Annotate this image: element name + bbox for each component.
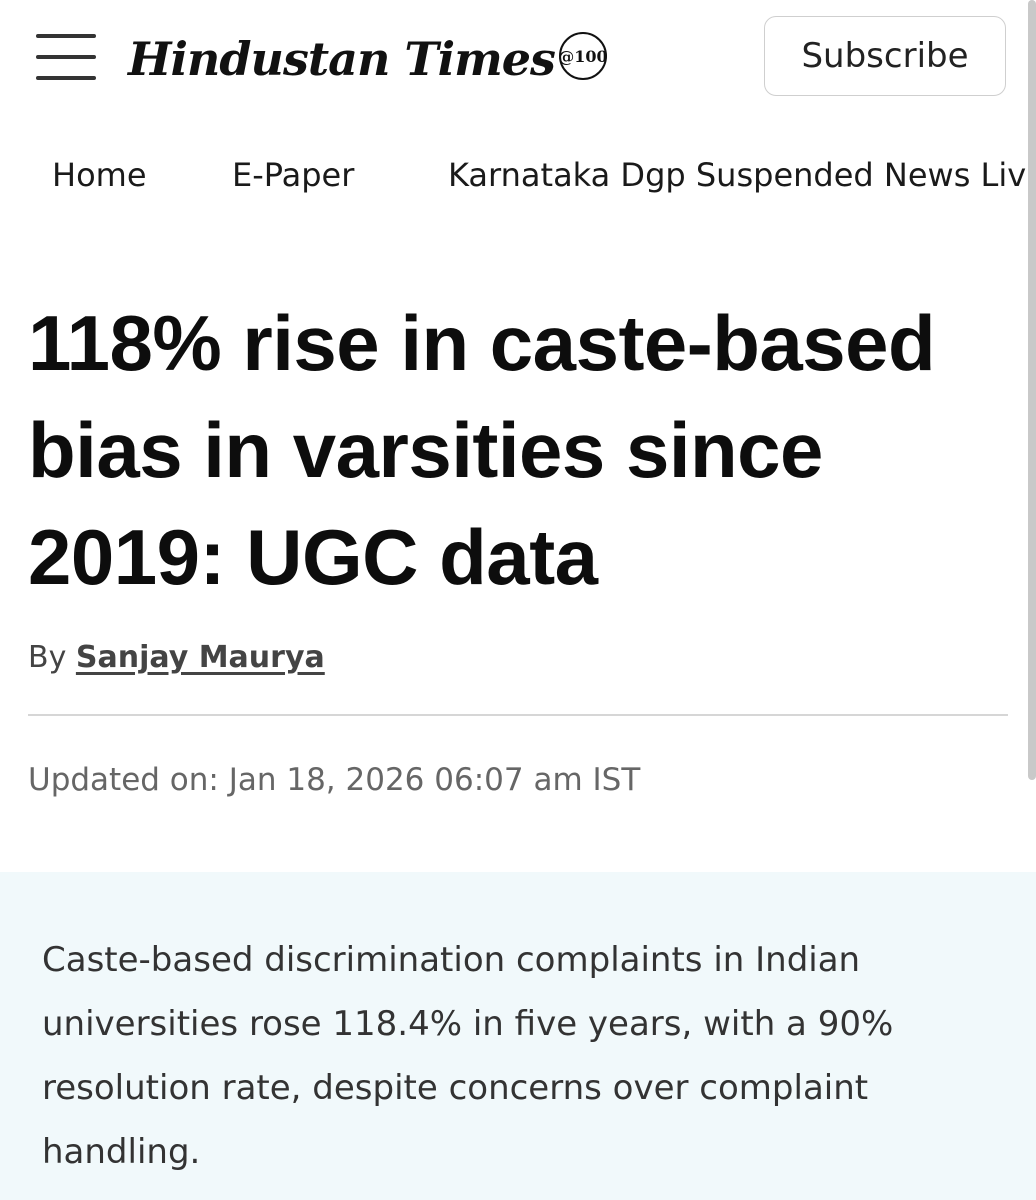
- subscribe-button[interactable]: Subscribe: [764, 16, 1006, 96]
- byline-prefix: By: [28, 640, 67, 675]
- article-summary: Caste-based discrimination complaints in…: [42, 940, 894, 1172]
- top-nav: Home E-Paper Karnataka Dgp Suspended New…: [0, 150, 1036, 206]
- nav-item-trending-story[interactable]: Karnataka Dgp Suspended News Live: [448, 156, 1036, 194]
- site-logo[interactable]: Hindustan Times @100: [128, 24, 608, 94]
- byline-divider: [28, 714, 1008, 716]
- article-summary-box: Caste-based discrimination complaints in…: [0, 872, 1036, 1200]
- site-header: Hindustan Times @100 Subscribe: [0, 0, 1036, 140]
- author-link[interactable]: Sanjay Maurya: [75, 640, 325, 675]
- article-byline: By Sanjay Maurya: [28, 640, 325, 675]
- menu-icon[interactable]: [36, 32, 96, 82]
- menu-icon-bar: [36, 34, 96, 38]
- nav-item-epaper[interactable]: E-Paper: [232, 156, 355, 194]
- article-headline: 118% rise in caste-based bias in varsiti…: [28, 299, 936, 601]
- updated-timestamp: Updated on: Jan 18, 2026 06:07 am IST: [28, 762, 641, 798]
- logo-text: Hindustan Times: [128, 32, 556, 86]
- nav-item-home[interactable]: Home: [52, 156, 147, 194]
- page-scrollbar[interactable]: [1028, 0, 1036, 780]
- menu-icon-bar: [36, 76, 96, 80]
- menu-icon-bar: [36, 55, 96, 59]
- logo-badge-icon: @100: [558, 32, 608, 80]
